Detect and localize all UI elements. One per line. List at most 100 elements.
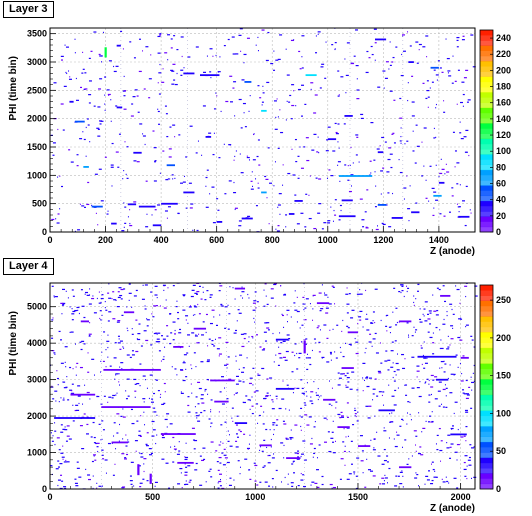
hit-cell — [176, 453, 180, 455]
hit-cell — [442, 481, 446, 483]
hit-cell — [461, 39, 465, 41]
hit-cell — [276, 340, 278, 343]
hit-cell — [254, 480, 257, 482]
hit-cell — [77, 385, 81, 387]
hit-cell — [443, 318, 445, 321]
hit-cell — [196, 290, 200, 293]
hit-cell — [104, 103, 106, 105]
hit-cell — [142, 50, 144, 52]
hit-cell — [247, 293, 249, 296]
hit-cell — [436, 79, 438, 81]
hit-cell — [228, 144, 232, 146]
colorbar-cell — [480, 337, 493, 343]
hit-cell — [447, 335, 449, 337]
hit-cell — [452, 55, 454, 57]
hit-cell — [399, 117, 403, 119]
track-segment — [450, 433, 467, 436]
hit-cell — [431, 393, 433, 396]
hit-cell — [405, 384, 408, 386]
hit-cell — [355, 154, 358, 156]
hit-cell — [75, 485, 79, 487]
track-segment — [408, 61, 414, 63]
hit-cell — [164, 346, 166, 348]
hit-cell — [326, 361, 330, 363]
hit-cell — [120, 298, 123, 300]
hit-cell — [180, 182, 184, 184]
hit-cell — [297, 450, 300, 452]
hit-cell — [128, 283, 131, 285]
hit-cell — [154, 481, 158, 484]
hit-cell — [428, 310, 432, 312]
hit-cell — [340, 76, 344, 78]
hit-cell — [78, 402, 80, 405]
hit-cell — [474, 285, 478, 287]
hit-cell — [236, 415, 239, 417]
hit-cell — [429, 336, 433, 339]
hit-cell — [346, 427, 350, 429]
hit-cell — [77, 309, 79, 311]
hit-cell — [255, 390, 259, 392]
hit-cell — [174, 136, 176, 138]
hit-cell — [335, 131, 338, 134]
hit-cell — [450, 443, 454, 445]
hit-cell — [331, 431, 334, 433]
hit-cell — [429, 165, 432, 167]
hit-cell — [426, 89, 430, 92]
hit-cell — [439, 367, 441, 369]
hit-cell — [382, 483, 386, 485]
hit-cell — [292, 437, 294, 439]
hit-cell — [79, 425, 83, 427]
hit-cell — [75, 374, 77, 376]
hit-cell — [129, 480, 133, 482]
hit-cell — [291, 84, 295, 86]
hit-cell — [362, 377, 364, 379]
hit-cell — [293, 90, 295, 92]
hit-cell — [301, 84, 305, 86]
hit-cell — [460, 317, 462, 319]
hit-cell — [309, 443, 313, 445]
hit-cell — [91, 358, 95, 360]
hit-cell — [411, 101, 415, 103]
hit-cell — [217, 487, 220, 489]
colorbar-tick-label: 40 — [496, 195, 506, 205]
hit-cell — [396, 369, 400, 371]
hit-cell — [305, 298, 309, 300]
hit-cell — [55, 218, 57, 220]
hit-cell — [465, 393, 469, 395]
hit-cell — [345, 92, 347, 94]
hit-cell — [131, 354, 135, 356]
hit-cell — [116, 413, 120, 415]
hit-cell — [387, 482, 389, 484]
hit-cell — [140, 452, 143, 455]
hit-cell — [270, 438, 272, 441]
hit-cell — [62, 399, 65, 401]
hit-cell — [339, 417, 342, 419]
hit-cell — [209, 193, 211, 195]
hit-cell — [168, 487, 171, 489]
hit-cell — [134, 396, 136, 398]
hit-cell — [374, 332, 377, 335]
hit-cell — [459, 339, 463, 341]
hit-cell — [440, 339, 442, 341]
track-segment — [391, 217, 403, 219]
hit-cell — [339, 180, 341, 182]
hit-cell — [113, 435, 115, 437]
hit-cell — [400, 284, 404, 286]
hit-cell — [157, 82, 159, 84]
hit-cell — [225, 341, 229, 344]
hit-cell — [219, 56, 221, 58]
hit-cell — [165, 462, 169, 464]
hit-cell — [391, 395, 395, 397]
hit-cell — [238, 225, 242, 227]
hit-cell — [170, 446, 172, 448]
hit-cell — [359, 288, 361, 291]
hit-cell — [175, 306, 178, 308]
hit-cell — [312, 308, 314, 310]
hit-cell — [139, 452, 141, 454]
hit-cell — [119, 340, 123, 342]
hit-cell — [78, 476, 82, 478]
hit-cell — [247, 448, 249, 450]
hit-cell — [79, 366, 83, 369]
hit-cell — [99, 310, 102, 312]
hit-cell — [310, 396, 312, 398]
